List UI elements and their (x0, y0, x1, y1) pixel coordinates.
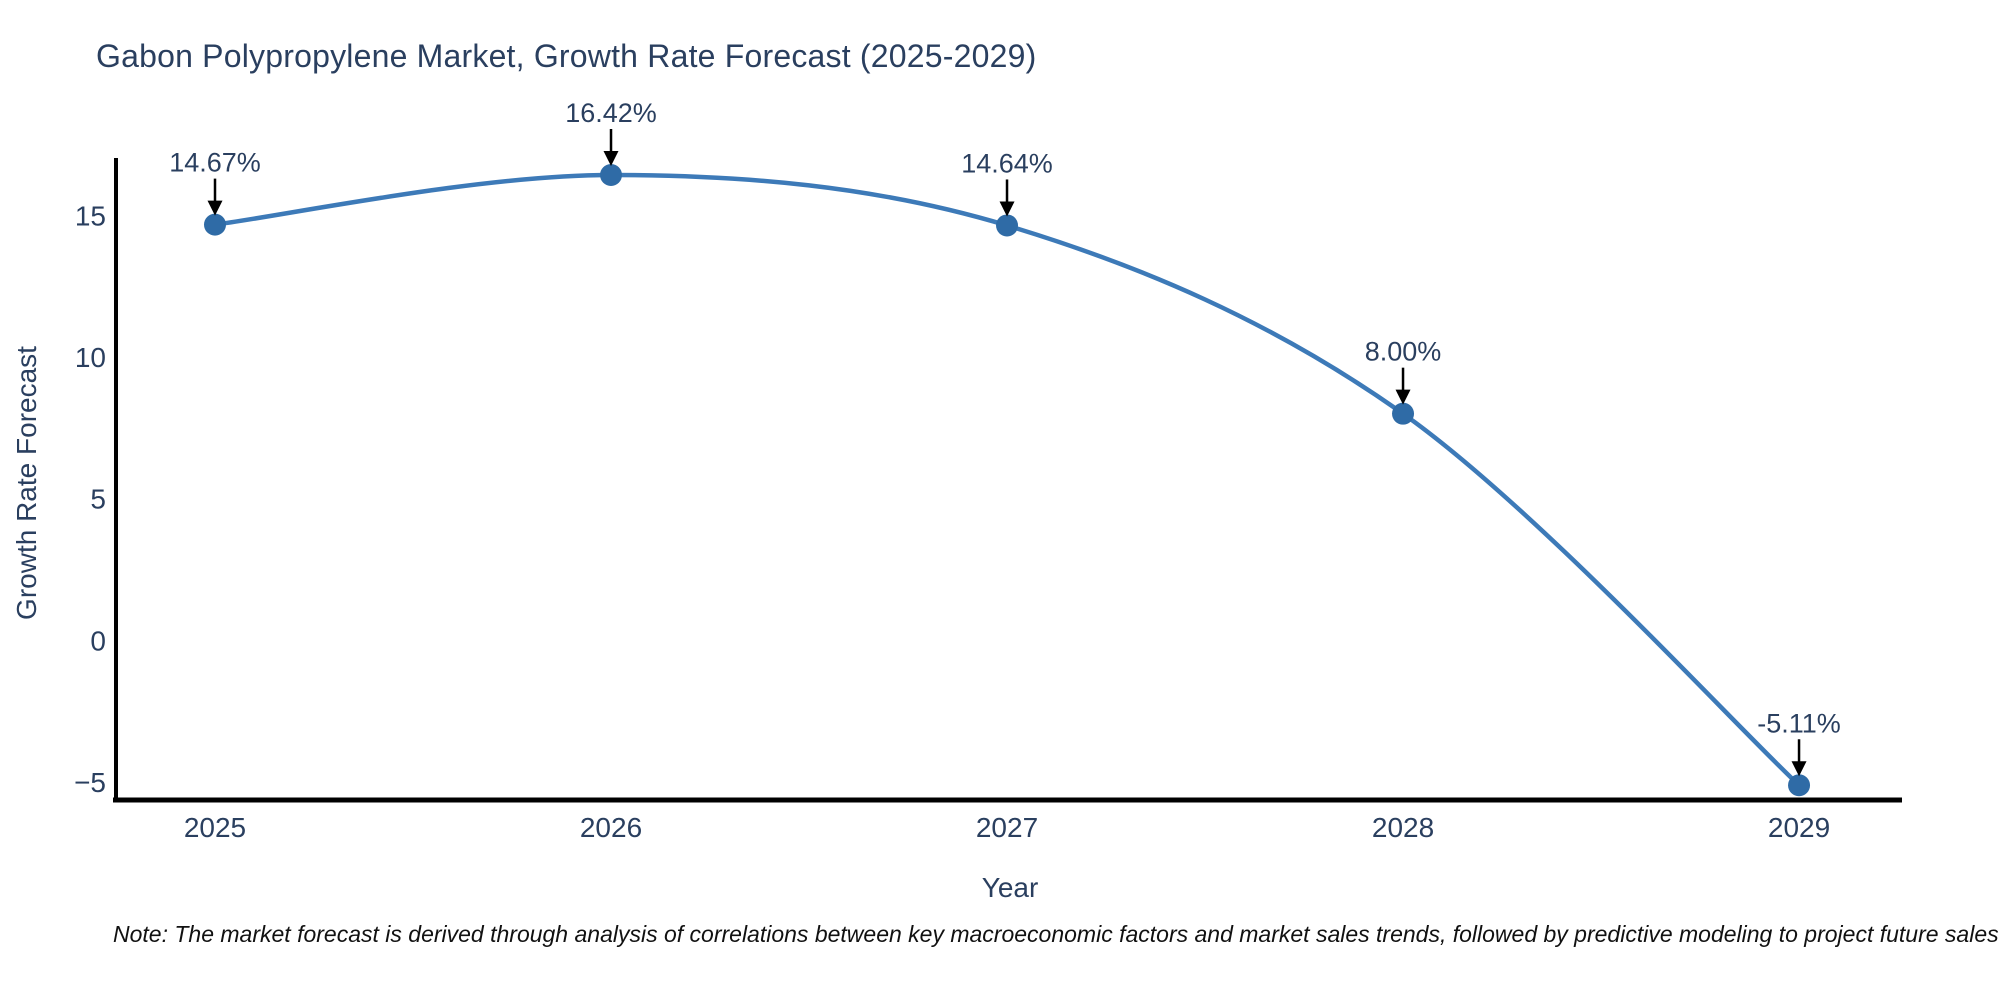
x-axis-title: Year (981, 872, 1039, 903)
x-tick-label: 2029 (1768, 812, 1830, 843)
x-tick-label: 2026 (580, 812, 642, 843)
annotation-arrowhead (1791, 761, 1807, 777)
data-point-label: 14.67% (169, 148, 261, 178)
data-point-marker (1392, 402, 1415, 425)
y-axis-title: Growth Rate Forecast (11, 346, 42, 620)
trend-line (212, 172, 1802, 788)
data-point-label: 8.00% (1365, 337, 1442, 367)
data-point-label: 14.64% (961, 148, 1053, 178)
annotation-arrowhead (603, 151, 619, 167)
data-point-marker (600, 164, 623, 187)
data-point-label: -5.11% (1757, 708, 1841, 738)
y-tick-label: 15 (75, 200, 106, 231)
x-tick-label: 2025 (184, 812, 246, 843)
x-tick-label: 2027 (976, 812, 1038, 843)
data-point-marker (1788, 774, 1811, 797)
y-tick-label: 5 (90, 484, 106, 515)
annotation-arrowhead (207, 200, 223, 216)
y-tick-label: 0 (90, 625, 106, 656)
footnote: Note: The market forecast is derived thr… (113, 921, 1999, 947)
data-point-marker (204, 213, 227, 236)
x-tick-label: 2028 (1372, 812, 1434, 843)
y-tick-label: 10 (75, 342, 106, 373)
chart-title: Gabon Polypropylene Market, Growth Rate … (96, 38, 1037, 74)
annotation-arrowhead (999, 201, 1015, 217)
data-point-marker (996, 214, 1019, 237)
data-point-label: 16.42% (565, 98, 657, 128)
y-tick-label: −5 (74, 767, 106, 798)
annotation-arrowhead (1395, 389, 1411, 405)
